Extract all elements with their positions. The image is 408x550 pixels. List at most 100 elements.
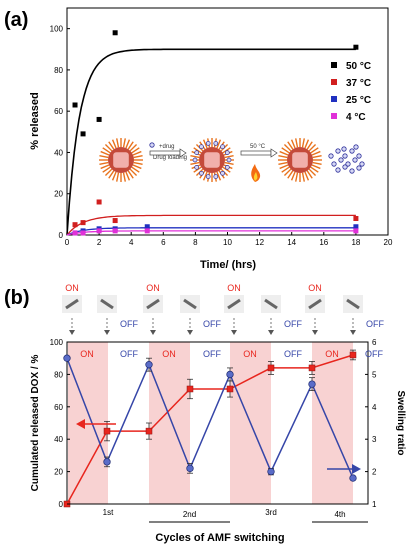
y-tick-label: 100 [50,25,64,34]
polymer-brush [127,141,134,150]
state-label: ON [325,349,339,359]
left-axis-arrowhead [76,419,85,429]
chart-b-cycle-axis: 1st 2nd 3rd 4th [67,503,368,523]
polymer-brush [290,171,296,181]
polymer-brush [131,166,140,173]
polymer-brush [132,164,142,170]
legend-label-25: 25 °C [346,95,371,106]
polymer-brush [116,138,120,148]
legend-marker-50 [331,62,337,68]
chart-a: 0 2 4 6 8 10 12 14 16 18 20 0 20 40 60 80 100 +drug Drug… [29,7,393,271]
chart-b-axes: 0 20 40 60 80 100 1 2 3 4 5 6 [50,338,377,509]
polymer-brush [281,147,290,154]
inset-temp-label: 50 °C [250,144,266,150]
polymer-brush [193,166,202,173]
released-drug-molecule [349,168,355,174]
fit-curve [66,48,356,236]
state-label: OFF [120,349,138,359]
panel-label-a: (a) [4,9,28,31]
polymer-brush [108,170,115,179]
switch-icon: OFF [97,295,138,335]
data-point [144,228,150,234]
state-label: ON [162,349,176,359]
polymer-brush [312,161,322,165]
polymer-brush [222,166,231,173]
particle-core [113,152,129,168]
data-point [80,131,86,137]
drug-molecule [220,170,225,176]
switch-lever [346,298,360,310]
released-drug-molecule [345,161,351,167]
chart-b-xlabel: Cycles of AMF switching [155,532,284,544]
polymer-brush [224,155,234,159]
data-point [353,44,359,50]
y-right-tick-label: 2 [372,468,377,477]
y-tick-label: 80 [54,66,63,75]
polymer-brush [224,161,234,165]
polymer-brush [129,143,138,152]
switch-arrow-head [69,330,75,335]
y-tick-label: 60 [54,403,63,412]
released-drug-molecule [349,148,355,154]
switch-arrow-head [268,330,274,335]
particle-core [292,152,308,168]
drug-molecule [213,141,219,146]
polymer-brush [283,168,292,177]
polymer-brush [295,172,299,182]
released-point [267,364,275,372]
y-right-tick-label: 1 [372,500,377,509]
released-point [186,385,194,393]
released-drug-molecule [335,167,341,173]
released-drug-molecule [356,165,362,171]
switch-arrow-head [312,330,318,335]
drug-molecule [205,141,211,146]
polymer-brush [127,170,134,179]
x-tick-label: 16 [319,238,328,247]
nanoparticle-empty [99,138,143,182]
polymer-brush [301,172,305,182]
polymer-brush [99,161,109,165]
released-drug-molecule [342,164,348,170]
switch-arrow-head [187,330,193,335]
switch-on-label: ON [65,283,79,293]
chart-b-ylabel-right: Swelling ratio [395,390,406,455]
chart-b-ylabel: Cumulated released DOX / % [30,355,41,492]
inset-loading-label: Drug loading [153,155,187,161]
y-right-tick-label: 3 [372,435,377,444]
fit-curve [66,214,356,236]
data-point [144,224,150,230]
polymer-brush [122,172,126,182]
polymer-brush [310,147,319,154]
switch-arrow-head [231,330,237,335]
x-tick-label: 18 [351,238,360,247]
polymer-brush [287,141,294,150]
drug-molecule [194,150,200,155]
legend-label-37: 37 °C [346,78,371,89]
inset-arrow-1-head [179,148,187,158]
switch-arrow-head [104,330,110,335]
switch-on-label: ON [227,283,241,293]
polymer-brush [122,138,126,148]
polymer-brush [308,143,317,152]
polymer-brush [100,164,110,170]
polymer-brush [99,155,109,159]
polymer-brush [190,155,200,159]
polymer-brush [202,171,208,181]
panel-label-b: (b) [4,287,30,309]
released-drug-molecule [359,161,365,167]
polymer-brush [283,143,292,152]
switch-icon: ON [224,283,244,335]
data-point [96,199,102,205]
on-band [312,342,353,504]
switch-icon: OFF [180,295,221,335]
switch-off-label: OFF [203,319,221,329]
polymer-brush [100,150,110,156]
switch-icons-row: ON OFF ON OFF ON OFF ON OFF [62,283,384,335]
switch-icon: ON [62,283,82,335]
y-tick-label: 0 [59,231,64,240]
polymer-brush [133,155,143,159]
released-point [226,385,234,393]
switch-lever [227,298,241,310]
polymer-brush [190,161,200,165]
